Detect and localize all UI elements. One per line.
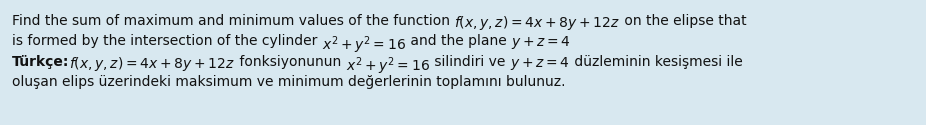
Text: and the plane: and the plane (406, 34, 511, 48)
Text: $y + z = 4$: $y + z = 4$ (510, 55, 569, 72)
Text: düzleminin kesişmesi ile: düzleminin kesişmesi ile (569, 55, 743, 69)
Text: $y + z = 4$: $y + z = 4$ (511, 34, 570, 51)
Text: Find the sum of maximum and minimum values of the function: Find the sum of maximum and minimum valu… (12, 14, 455, 28)
Text: is formed by the intersection of the cylinder: is formed by the intersection of the cyl… (12, 34, 321, 48)
Text: $x^2 + y^2 = 16$: $x^2 + y^2 = 16$ (346, 55, 430, 77)
Text: Türkçe:: Türkçe: (12, 55, 69, 69)
Text: $x^2 + y^2 = 16$: $x^2 + y^2 = 16$ (321, 34, 406, 56)
Text: on the elipse that: on the elipse that (620, 14, 747, 28)
Text: oluşan elips üzerindeki maksimum ve minimum değerlerinin toplamını bulunuz.: oluşan elips üzerindeki maksimum ve mini… (12, 75, 566, 89)
Text: silindiri ve: silindiri ve (430, 55, 510, 69)
Text: $f(x, y, z) = 4x + 8y + 12z$: $f(x, y, z) = 4x + 8y + 12z$ (69, 55, 235, 73)
Text: fonksiyonunun: fonksiyonunun (235, 55, 346, 69)
Text: $f(x, y, z) = 4x + 8y + 12z$: $f(x, y, z) = 4x + 8y + 12z$ (455, 14, 620, 32)
